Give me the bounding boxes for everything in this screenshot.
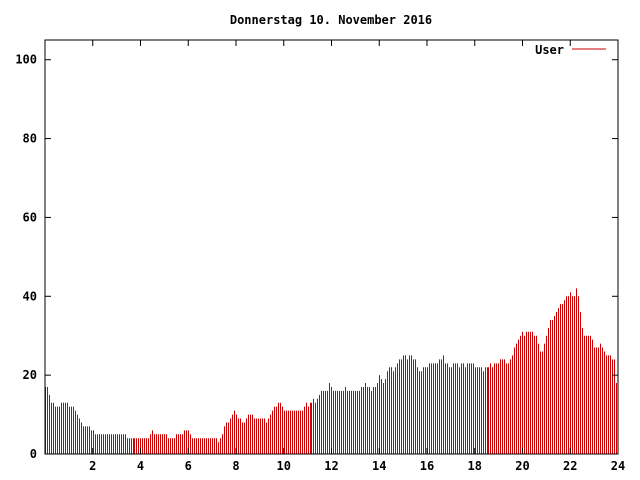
y-tick-label: 20: [23, 368, 37, 382]
bar-series-user: [45, 288, 617, 454]
x-tick-label: 12: [324, 459, 338, 473]
x-tick-label: 16: [420, 459, 434, 473]
y-tick-label: 80: [23, 132, 37, 146]
y-axis: 0 20 40 60 80 100: [15, 53, 618, 461]
x-tick-label: 24: [611, 459, 625, 473]
legend-label-user: User: [535, 43, 564, 57]
x-tick-label: 8: [232, 459, 239, 473]
chart-title: Donnerstag 10. November 2016: [230, 13, 432, 27]
y-tick-label: 100: [15, 53, 37, 67]
x-tick-label: 22: [563, 459, 577, 473]
y-tick-label: 0: [30, 447, 37, 461]
x-tick-label: 14: [372, 459, 386, 473]
x-tick-label: 6: [185, 459, 192, 473]
x-tick-label: 10: [277, 459, 291, 473]
x-tick-label: 18: [468, 459, 482, 473]
x-axis: 2 4 6 8 10 12 14 16 18 20 22 24: [89, 40, 625, 473]
y-tick-label: 40: [23, 289, 37, 303]
legend: User: [535, 43, 606, 57]
x-tick-label: 4: [137, 459, 144, 473]
x-tick-label: 20: [515, 459, 529, 473]
x-tick-label: 2: [89, 459, 96, 473]
y-tick-label: 60: [23, 210, 37, 224]
